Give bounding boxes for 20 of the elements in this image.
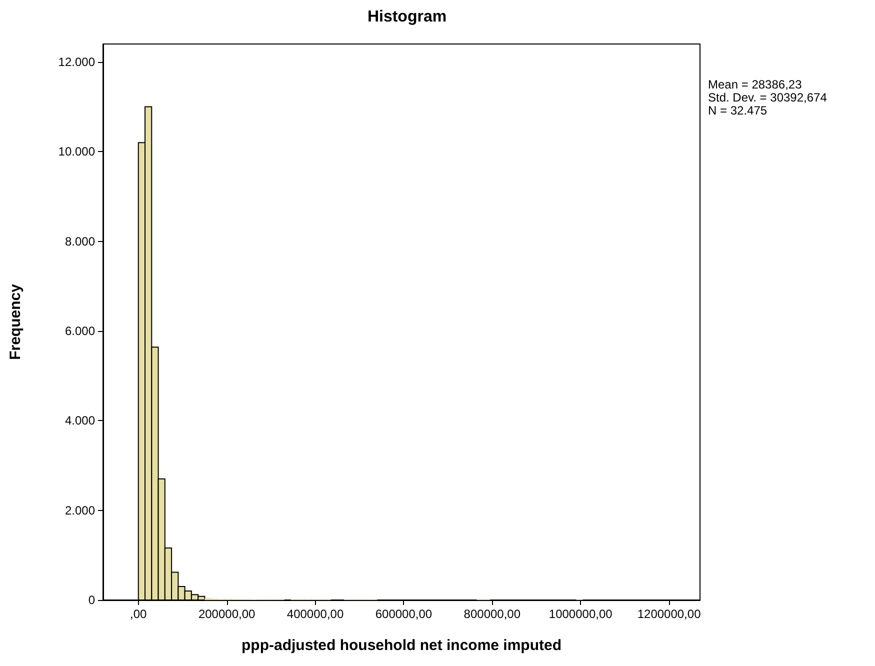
text: Mean = 28386,23 [708,78,802,92]
x-tick-label: 1200000,00 [637,607,702,621]
x-axis-title: ppp-adjusted household net income imputed [241,637,562,654]
x-tick-label: 800000,00 [464,607,521,621]
y-tick-label: 6.000 [64,324,96,338]
text: Std. Dev. = 30392,674 [708,90,828,104]
y-tick-label: 12.000 [58,54,96,69]
y-tick-label: 10.000 [58,144,96,159]
y-tick-label: 2.000 [64,503,96,518]
y-axis-title: Frequency [7,283,24,360]
x-tick-label: 400000,00 [286,607,344,621]
text: N = 32.475 [708,104,768,118]
x-tick-label: 200000,00 [198,607,256,621]
y-tick-label: 0 [88,593,96,607]
y-tick-label: 4.000 [64,414,96,428]
x-tick-label: 600000,00 [375,607,432,621]
chart-title: Histogram [367,8,447,26]
x-tick-label: ,00 [130,607,148,621]
x-tick-label: 1000000,00 [548,607,613,621]
y-tick-label: 8.000 [64,234,96,248]
